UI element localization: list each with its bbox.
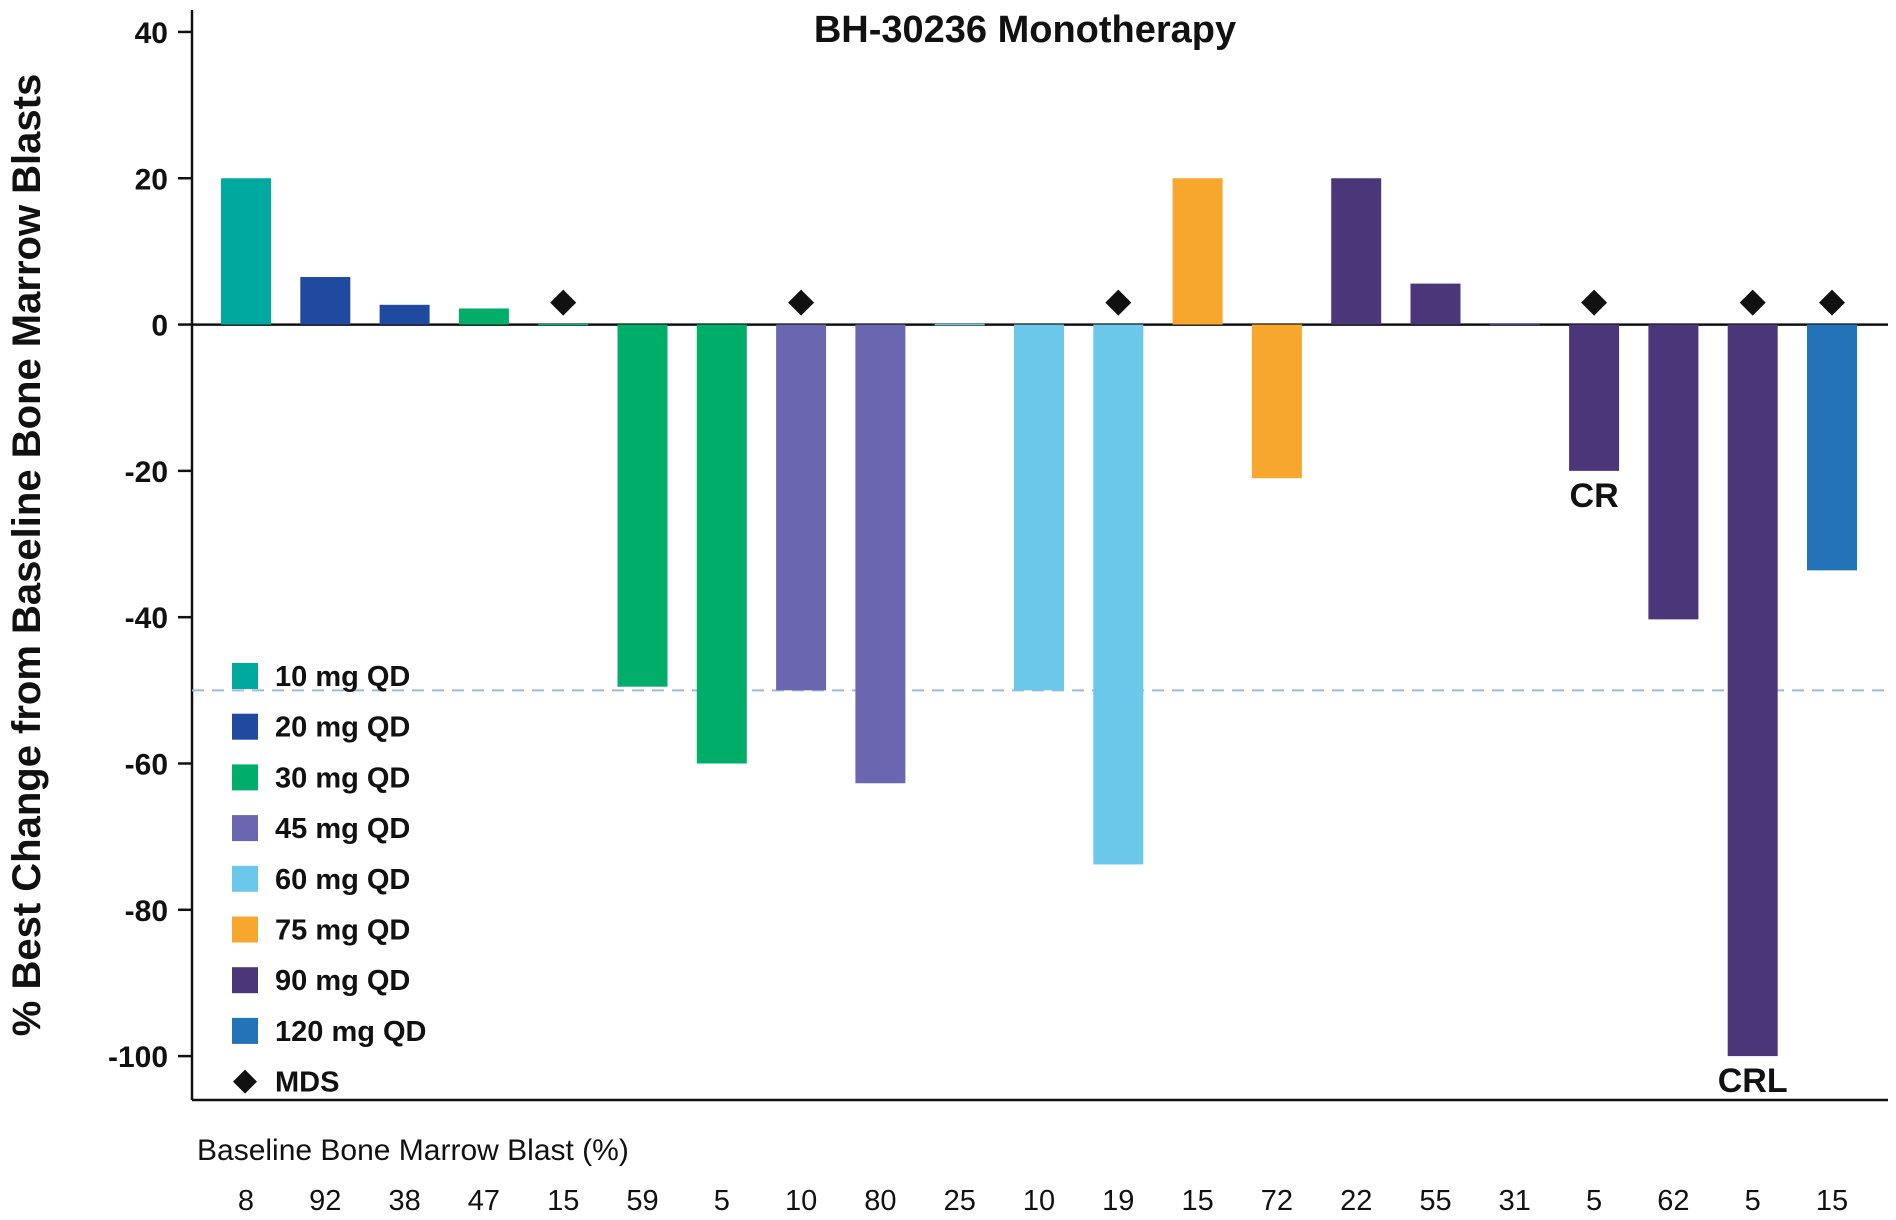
bar: [1014, 324, 1064, 691]
bar: [221, 178, 271, 325]
baseline-blast-value: 22: [1340, 1185, 1372, 1217]
bar: [538, 323, 589, 326]
baseline-blast-value: 47: [468, 1185, 500, 1217]
legend-mds-marker: [233, 1069, 257, 1094]
chart-title: BH-30236 Monotherapy: [814, 9, 1236, 51]
legend-swatch: [232, 865, 258, 892]
bar: [1807, 324, 1857, 571]
baseline-blast-value: 92: [309, 1185, 341, 1217]
baseline-blast-value: 59: [626, 1185, 658, 1217]
y-axis-label: % Best Change from Baseline Bone Marrow …: [5, 74, 49, 1036]
baseline-blast-value: 38: [388, 1185, 420, 1217]
baseline-blast-value: 5: [1586, 1185, 1602, 1217]
bar: [1489, 323, 1540, 326]
bar: [1727, 324, 1778, 1057]
y-tick-label: -100: [108, 1041, 168, 1074]
legend-label: 90 mg QD: [275, 965, 410, 997]
legend-swatch: [232, 916, 258, 943]
legend-label: 120 mg QD: [275, 1016, 427, 1048]
bar: [1093, 324, 1144, 865]
legend-label: MDS: [275, 1067, 339, 1099]
bar: [300, 277, 351, 325]
mds-marker: [788, 289, 815, 316]
legend-swatch: [232, 1017, 258, 1044]
baseline-blast-value: 19: [1102, 1185, 1134, 1217]
mds-marker: [1819, 289, 1845, 316]
y-tick-label: -40: [125, 602, 168, 635]
baseline-blast-labels: 8 92 38 47 15 59 5 10 80 25 10 19 15 72 22 55 31 5 62 5 15: [238, 1185, 1848, 1217]
bars: [221, 178, 1857, 1057]
bar: [1331, 178, 1382, 325]
bar: [696, 324, 747, 764]
bar: [855, 324, 906, 784]
legend-swatch: [232, 815, 258, 842]
baseline-blast-value: 5: [1745, 1185, 1761, 1217]
baseline-blast-value: 72: [1261, 1185, 1293, 1217]
y-tick-label: 40: [135, 17, 168, 50]
annotations: CR CRL: [1570, 477, 1788, 1100]
baseline-blast-value: 31: [1499, 1185, 1531, 1217]
legend-label: 30 mg QD: [275, 762, 410, 794]
x-axis-label: Baseline Bone Marrow Blast (%): [197, 1134, 629, 1167]
bar: [617, 324, 668, 687]
bar: [1648, 324, 1699, 620]
legend-swatch: [232, 967, 258, 994]
bar-annotation: CR: [1570, 477, 1619, 515]
bar: [1569, 324, 1620, 471]
baseline-blast-value: 10: [1023, 1185, 1055, 1217]
baseline-blast-value: 55: [1419, 1185, 1451, 1217]
baseline-blast-value: 15: [547, 1185, 579, 1217]
bar: [1410, 283, 1461, 325]
legend: 10 mg QD 20 mg QD 30 mg QD 45 mg QD 60 mg QD…: [232, 661, 427, 1099]
baseline-blast-value: 5: [714, 1185, 730, 1217]
legend-swatch: [232, 663, 258, 689]
baseline-blast-value: 62: [1657, 1185, 1689, 1217]
y-tick-label: -60: [125, 748, 168, 781]
y-tick-label: 0: [151, 310, 168, 343]
baseline-blast-value: 25: [944, 1185, 976, 1217]
bar-annotation: CRL: [1718, 1062, 1788, 1100]
mds-marker: [1739, 289, 1766, 316]
baseline-blast-value: 15: [1816, 1185, 1848, 1217]
y-tick-label: -80: [125, 895, 168, 928]
legend-swatch: [232, 764, 258, 791]
legend-label: 60 mg QD: [275, 864, 410, 896]
baseline-blast-value: 8: [238, 1185, 254, 1217]
bar: [458, 308, 509, 325]
bar: [1172, 178, 1223, 325]
bar: [1251, 324, 1302, 479]
mds-marker: [550, 289, 577, 316]
baseline-blast-value: 80: [864, 1185, 896, 1217]
mds-marker: [1581, 289, 1608, 316]
bar: [776, 324, 827, 691]
baseline-blast-value: 10: [785, 1185, 817, 1217]
mds-markers: [550, 289, 1845, 316]
mds-marker: [1105, 289, 1132, 316]
legend-label: 45 mg QD: [275, 813, 410, 845]
legend-swatch: [232, 713, 258, 740]
legend-label: 20 mg QD: [275, 712, 410, 744]
baseline-blast-value: 15: [1181, 1185, 1213, 1217]
legend-label: 75 mg QD: [275, 915, 410, 947]
legend-label: 10 mg QD: [275, 661, 410, 693]
y-tick-label: 20: [135, 163, 168, 196]
bar: [379, 304, 430, 325]
bar: [934, 323, 985, 326]
y-tick-label: -20: [125, 456, 168, 489]
